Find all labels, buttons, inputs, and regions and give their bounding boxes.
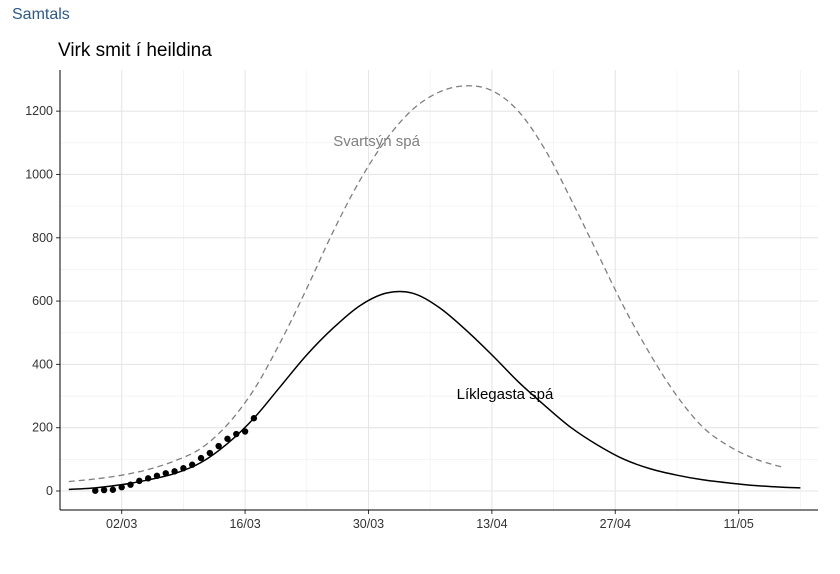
- y-tick-label: 600: [32, 294, 53, 308]
- observed-point: [215, 442, 222, 450]
- observed-point: [109, 486, 117, 493]
- series-layer: [68, 85, 801, 494]
- x-tick-label: 16/03: [229, 517, 260, 531]
- observed-point: [136, 477, 143, 485]
- observed-point: [118, 484, 125, 491]
- x-tick-label: 02/03: [106, 517, 137, 531]
- observed-point: [233, 430, 240, 438]
- x-tick-label: 27/04: [600, 517, 631, 531]
- y-tick-label: 800: [32, 231, 53, 245]
- observed-point: [92, 487, 99, 494]
- annotation-layer: Svartsýn spá Líklegasta spá: [333, 133, 554, 403]
- observed-point: [100, 486, 108, 494]
- y-tick-label: 1200: [25, 104, 53, 118]
- observed-point: [171, 468, 178, 475]
- observed-point: [189, 461, 196, 468]
- observed-point: [241, 428, 249, 435]
- axes-layer: 0 200 400 600 800 1000 1200 02/03 16/03 30/03 13/0…: [25, 70, 818, 531]
- observed-point: [197, 454, 205, 462]
- observed-point: [144, 475, 152, 482]
- x-tick-label: 11/05: [723, 517, 753, 531]
- observed-point: [206, 449, 214, 457]
- observed-point: [180, 465, 187, 472]
- y-tick-label: 1000: [25, 167, 53, 181]
- grid-minor: [60, 70, 818, 510]
- x-tick-label: 30/03: [353, 517, 384, 531]
- y-tick-label: 400: [32, 357, 53, 371]
- observed-point: [153, 472, 161, 480]
- observed-point: [250, 415, 258, 422]
- pessimistic-forecast-label: Svartsýn spá: [333, 133, 420, 150]
- pessimistic-forecast-line: [68, 85, 783, 483]
- likely-forecast-label: Líklegasta spá: [457, 386, 554, 403]
- observed-point: [162, 470, 169, 477]
- grid-major: [60, 70, 818, 510]
- observed-point: [224, 435, 231, 442]
- y-tick-label: 0: [46, 484, 53, 498]
- y-tick-label: 200: [32, 421, 53, 435]
- tab-samtals[interactable]: Samtals: [12, 6, 70, 23]
- observed-point: [127, 481, 134, 488]
- x-tick-label: 13/04: [476, 517, 507, 531]
- chart-title: Virk smit í heildina: [58, 40, 212, 61]
